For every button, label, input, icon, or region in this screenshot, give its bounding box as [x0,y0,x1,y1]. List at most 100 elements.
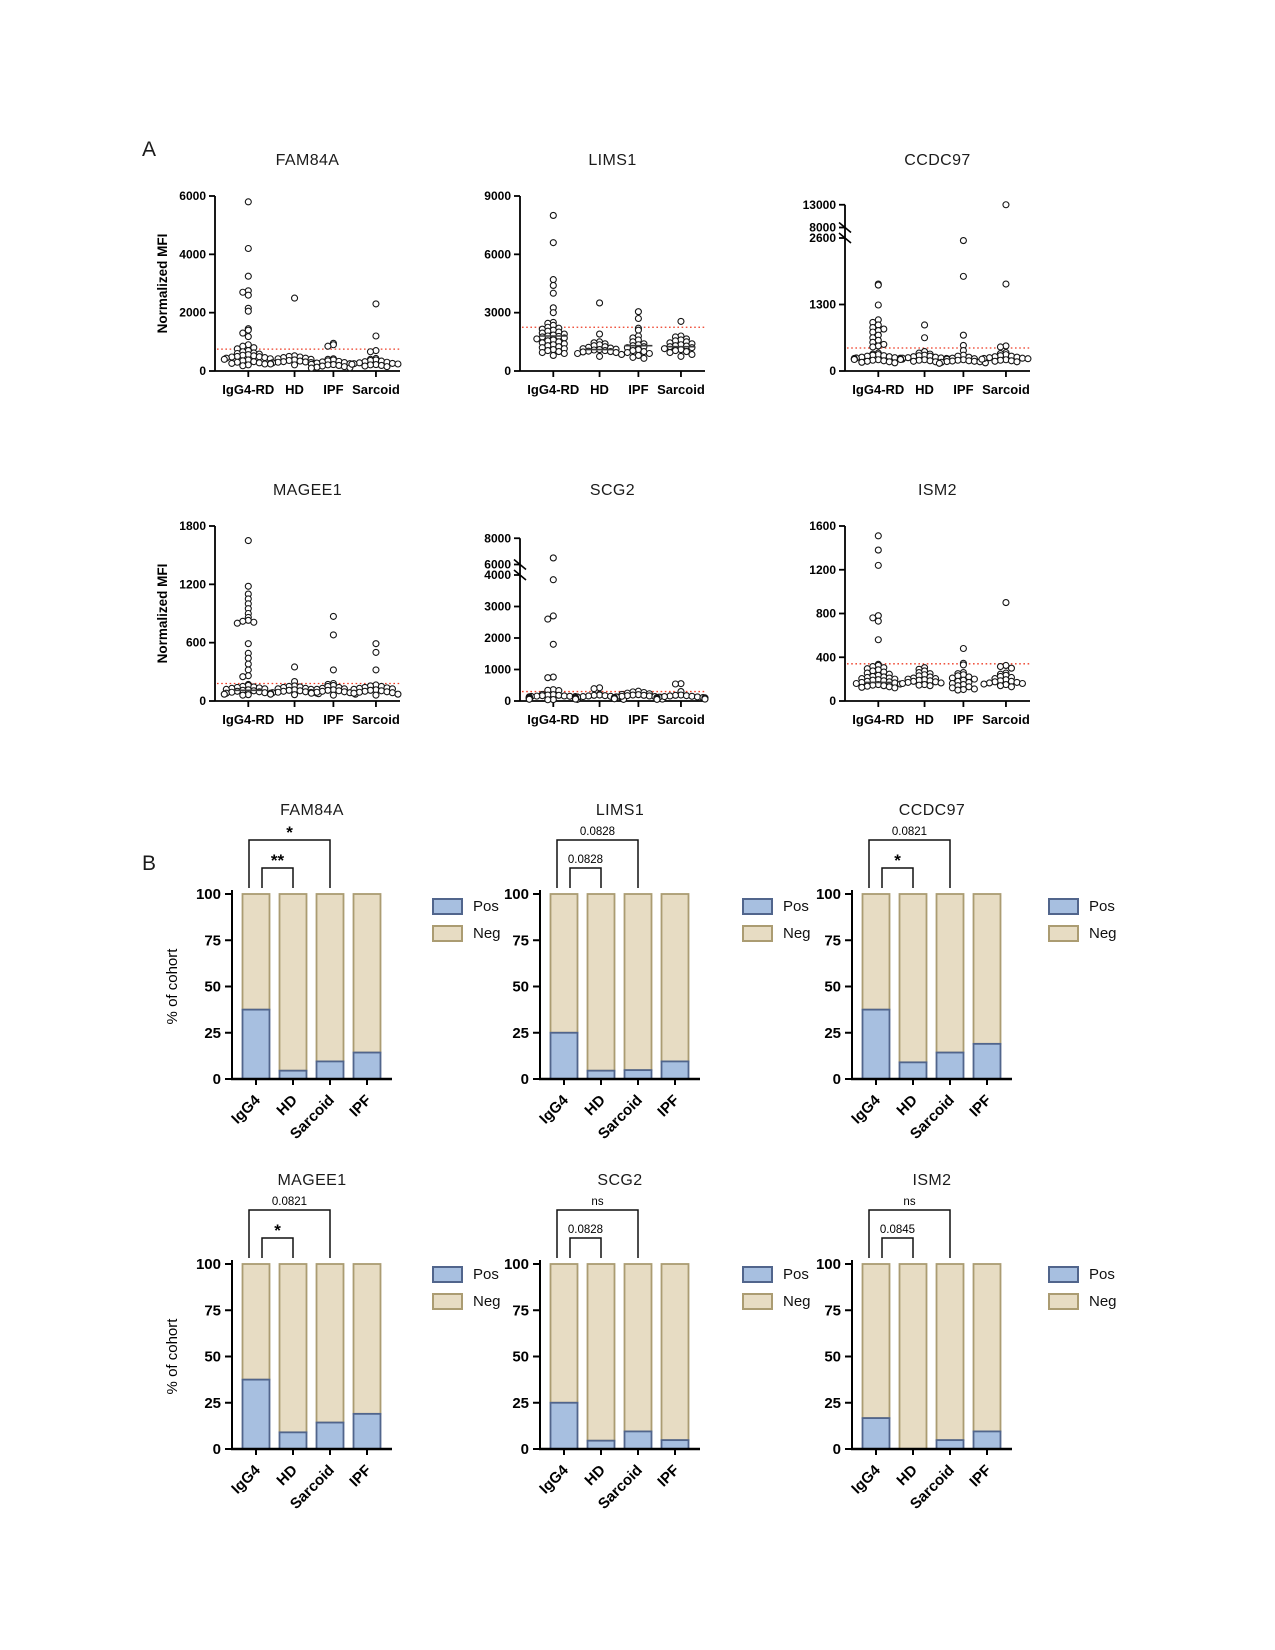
ism2-cohort-bars: ISM2 0 25 50 75 100 IgG4 HD Sarcoid IPF ns 0.0845 [806,1172,1020,1523]
ccdc97-cohort-bars: CCDC97 0 25 50 75 100 IgG4 HD Sarcoid IPF 0.0821 * [806,802,1020,1153]
svg-text:25: 25 [204,1025,221,1042]
ism2-mfi-canvas: 0 400 800 1200 1600 IgG4-RD HD IPF Sarcoid [809,519,1030,727]
svg-text:**: ** [271,851,285,870]
legend-neg-row: Neg [1048,925,1117,942]
neg-swatch [1048,1293,1079,1310]
plot-title: LIMS1 [595,802,645,819]
svg-text:*: * [894,851,901,870]
neg-label: Neg [783,1293,811,1310]
neg-label: Neg [783,925,811,942]
svg-text:800: 800 [816,607,836,621]
legend-neg-row: Neg [742,925,811,942]
svg-text:IgG4: IgG4 [536,1091,572,1127]
legend-scg2: Pos Neg [742,1266,811,1310]
svg-text:IgG4-RD: IgG4-RD [222,712,274,727]
svg-text:50: 50 [512,1349,529,1366]
scg2-mfi-scatter: SCG2 0 1000 2000 3000 4000 6000 8000 IgG4-RD HD I… [456,482,715,748]
svg-text:75: 75 [824,1302,841,1319]
plot-title: LIMS1 [588,152,637,169]
svg-text:0: 0 [199,364,206,378]
plot-title: ISM2 [918,482,957,499]
svg-text:1200: 1200 [809,563,836,577]
svg-text:2600: 2600 [809,231,836,245]
plot-title: MAGEE1 [277,1172,347,1189]
magee1-cohort-bars: MAGEE1 0 25 50 75 100 IgG4 HD Sarcoid IPF 0.0821 *… [160,1172,400,1523]
svg-text:0: 0 [521,1071,529,1088]
svg-text:IgG4-RD: IgG4-RD [527,382,579,397]
plot-title: FAM84A [275,152,340,169]
svg-text:IPF: IPF [628,382,648,397]
svg-text:1200: 1200 [179,577,206,591]
svg-text:Sarcoid: Sarcoid [657,712,705,727]
svg-text:HD: HD [915,382,934,397]
fam84a-mfi-scatter: FAM84A 0 2000 4000 6000 IgG4-RD HD IPF Sarcoid N… [151,152,410,418]
svg-text:0: 0 [833,1441,841,1458]
svg-text:100: 100 [196,886,221,903]
svg-text:% of cohort: % of cohort [164,1318,181,1395]
pos-label: Pos [1089,898,1115,915]
pos-label: Pos [1089,1266,1115,1283]
svg-text:0: 0 [213,1071,221,1088]
svg-text:IPF: IPF [323,382,343,397]
svg-text:IgG4: IgG4 [536,1461,572,1497]
lims1-mfi-scatter: LIMS1 0 3000 6000 9000 IgG4-RD HD IPF Sarcoid [456,152,715,418]
svg-text:HD: HD [915,712,934,727]
svg-text:6000: 6000 [484,558,511,572]
svg-text:IgG4-RD: IgG4-RD [852,382,904,397]
legend-pos-row: Pos [432,1266,501,1283]
svg-text:50: 50 [204,1349,221,1366]
svg-text:6000: 6000 [179,189,206,203]
legend-neg-row: Neg [432,925,501,942]
svg-text:0: 0 [833,1071,841,1088]
pos-swatch [432,898,463,915]
svg-text:Sarcoid: Sarcoid [657,382,705,397]
svg-text:50: 50 [204,979,221,996]
svg-text:4000: 4000 [484,568,511,582]
svg-text:0.0821: 0.0821 [272,1196,307,1208]
svg-text:IgG4: IgG4 [848,1091,884,1127]
svg-text:8000: 8000 [484,531,511,545]
svg-text:1300: 1300 [809,298,836,312]
svg-text:IPF: IPF [628,712,648,727]
svg-text:400: 400 [816,650,836,664]
svg-text:75: 75 [512,932,529,949]
svg-text:HD: HD [590,382,609,397]
svg-text:*: * [286,824,293,842]
svg-text:IPF: IPF [966,1092,995,1121]
magee1-mfi-scatter: MAGEE1 0 600 1200 1800 IgG4-RD HD IPF Sarcoid No… [151,482,410,748]
svg-text:75: 75 [512,1302,529,1319]
pos-swatch [742,1266,773,1283]
svg-text:*: * [274,1221,281,1240]
neg-swatch [742,1293,773,1310]
svg-text:Sarcoid: Sarcoid [352,712,400,727]
svg-text:4000: 4000 [179,247,206,261]
svg-text:IPF: IPF [323,712,343,727]
svg-text:IPF: IPF [953,382,973,397]
svg-text:Sarcoid: Sarcoid [352,382,400,397]
svg-text:IPF: IPF [346,1462,375,1491]
svg-text:9000: 9000 [484,189,511,203]
svg-text:IgG4: IgG4 [228,1091,264,1127]
legend-fam84a: Pos Neg [432,898,501,942]
svg-text:25: 25 [512,1395,529,1412]
svg-text:0.0821: 0.0821 [892,826,927,838]
neg-label: Neg [473,1293,501,1310]
svg-text:0.0828: 0.0828 [568,854,603,866]
neg-label: Neg [1089,1293,1117,1310]
legend-neg-row: Neg [432,1293,501,1310]
svg-text:3000: 3000 [484,600,511,614]
plot-title: FAM84A [280,802,344,819]
pos-label: Pos [473,898,499,915]
neg-swatch [1048,925,1079,942]
svg-text:HD: HD [285,712,304,727]
legend-magee1: Pos Neg [432,1266,501,1310]
svg-text:0: 0 [199,694,206,708]
svg-text:Normalized MFI: Normalized MFI [155,234,170,334]
pos-label: Pos [783,898,809,915]
svg-text:25: 25 [824,1395,841,1412]
